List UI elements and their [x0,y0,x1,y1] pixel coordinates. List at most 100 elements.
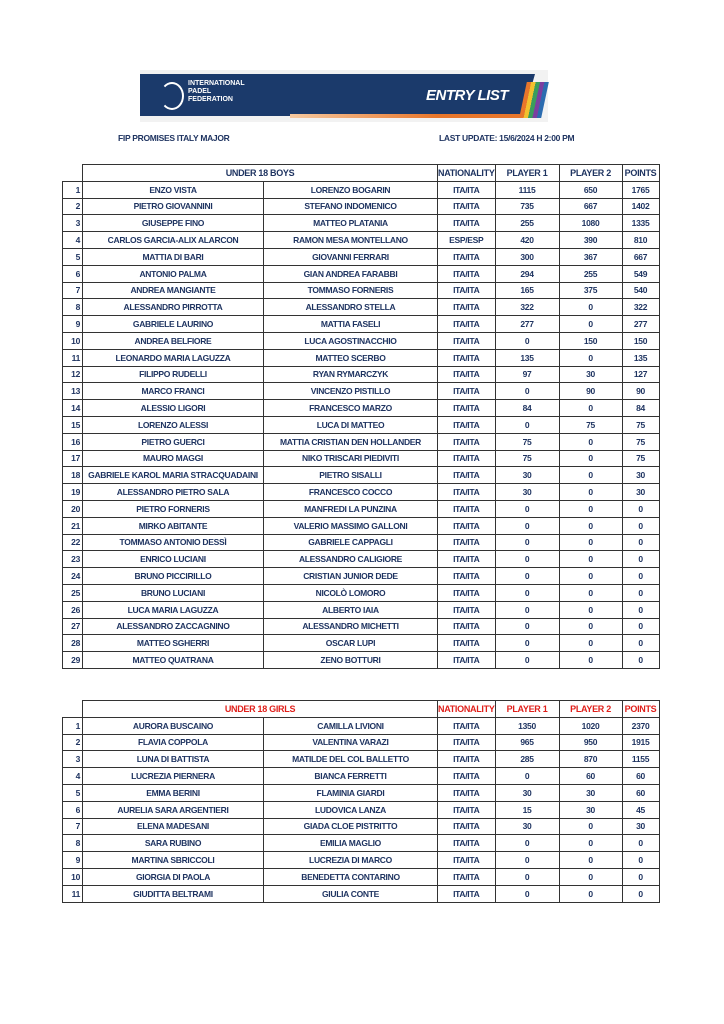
header-player1: PLAYER 1 [494,164,560,182]
player2-points: 60 [558,767,623,785]
player2-name: PIETRO SISALLI [263,466,438,485]
table-row: 26 LUCA MARIA LAGUZZA ALBERTO IAIA ITA/ITA 0… [62,600,660,619]
table-row: 7 ANDREA MANGIANTE TOMMASO FORNERIS ITA/ITA… [62,281,660,300]
total-points: 0 [621,583,660,602]
player1-name: ENZO VISTA [82,180,264,199]
header-row: UNDER 18 GIRLS NATIONALITY PLAYER 1 PLAYER … [62,700,660,718]
player1-name: GABRIELE KAROL MARIA STRACQUADAINI [82,466,264,485]
header-player1: PLAYER 1 [494,700,560,718]
player1-name: ELENA MADESANI [82,817,264,836]
player1-name: ALESSANDRO ZACCAGNINO [82,617,264,636]
player2-points: 0 [558,884,623,903]
player1-points: 1350 [494,716,560,735]
table-row: 3 LUNA DI BATTISTA MATILDE DEL COL BALLETT… [62,750,660,769]
player2-name: FLAMINIA GIARDI [263,783,438,802]
player1-name: PIETRO GIOVANNINI [82,197,264,216]
total-points: 0 [621,884,660,903]
player2-name: ALBERTO IAIA [263,600,438,619]
table-row: 5 EMMA BERINI FLAMINIA GIARDI ITA/ITA 30 30 60 [62,783,660,802]
rank: 7 [62,281,83,300]
total-points: 60 [621,767,660,785]
nationality: ITA/ITA [437,867,496,886]
rank: 9 [62,851,83,869]
player2-name: MATILDE DEL COL BALLETTO [263,750,438,769]
player1-points: 0 [494,567,560,585]
total-points: 30 [621,817,660,836]
player1-points: 97 [494,365,560,384]
player2-name: NICOLÒ LOMORO [263,583,438,602]
table-row: 9 GABRIELE LAURINO MATTIA FASELI ITA/ITA 277… [62,315,660,333]
total-points: 1915 [621,733,660,752]
table-row: 28 MATTEO SGHERRI OSCAR LUPI ITA/ITA 0 0 0 [62,634,660,653]
player1-points: 300 [494,247,560,266]
rank: 29 [62,651,83,669]
rank: 14 [62,399,83,417]
player1-name: GABRIELE LAURINO [82,315,264,333]
player2-points: 0 [558,851,623,869]
player1-points: 0 [494,651,560,669]
player2-name: ALESSANDRO MICHETTI [263,617,438,636]
total-points: 1402 [621,197,660,216]
player2-points: 0 [558,533,623,552]
rank: 2 [62,733,83,752]
player2-points: 0 [558,550,623,569]
table-row: 20 PIETRO FORNERIS MANFREDI LA PUNZINA ITA/… [62,499,660,518]
player1-points: 15 [494,800,560,819]
rank: 1 [62,716,83,735]
player2-points: 255 [558,264,623,283]
nationality: ITA/ITA [437,348,496,367]
player2-points: 0 [558,817,623,836]
table-row: 4 LUCREZIA PIERNERA BIANCA FERRETTI ITA/ITA… [62,767,660,785]
total-points: 127 [621,365,660,384]
total-points: 549 [621,264,660,283]
rank: 11 [62,884,83,903]
table-row: 8 ALESSANDRO PIRROTTA ALESSANDRO STELLA ITA… [62,298,660,317]
header-player2: PLAYER 2 [558,700,623,718]
player2-points: 950 [558,733,623,752]
nationality: ITA/ITA [437,399,496,417]
player1-name: MAURO MAGGI [82,449,264,468]
total-points: 322 [621,298,660,317]
total-points: 30 [621,483,660,501]
player1-name: MATTIA DI BARI [82,247,264,266]
doc-title: ENTRY LIST [426,87,508,104]
player2-name: VINCENZO PISTILLO [263,382,438,401]
table-row: 29 MATTEO QUATRANA ZENO BOTTURI ITA/ITA 0 0 0 [62,651,660,669]
rank: 5 [62,247,83,266]
player1-name: CARLOS GARCIA-ALIX ALARCON [82,231,264,249]
player1-points: 0 [494,516,560,535]
player1-name: PIETRO FORNERIS [82,499,264,518]
nationality: ITA/ITA [437,767,496,785]
player2-points: 0 [558,651,623,669]
player2-points: 0 [558,583,623,602]
player1-name: BRUNO LUCIANI [82,583,264,602]
player2-name: OSCAR LUPI [263,634,438,653]
total-points: 0 [621,651,660,669]
player1-name: LUCREZIA PIERNERA [82,767,264,785]
player1-name: ENRICO LUCIANI [82,550,264,569]
player2-points: 0 [558,567,623,585]
nationality: ITA/ITA [437,197,496,216]
table-row: 17 MAURO MAGGI NIKO TRISCARI PIEDIVITI ITA/… [62,449,660,468]
player2-name: GIOVANNI FERRARI [263,247,438,266]
player1-name: ALESSIO LIGORI [82,399,264,417]
rank: 9 [62,315,83,333]
player2-points: 0 [558,617,623,636]
player2-points: 0 [558,834,623,853]
nationality: ITA/ITA [437,432,496,451]
nationality: ITA/ITA [437,716,496,735]
player1-name: EMMA BERINI [82,783,264,802]
player1-name: MARCO FRANCI [82,382,264,401]
player2-points: 30 [558,783,623,802]
rank: 23 [62,550,83,569]
rank: 1 [62,180,83,199]
player1-points: 420 [494,231,560,249]
rank: 13 [62,382,83,401]
rank: 28 [62,634,83,653]
player2-name: TOMMASO FORNERIS [263,281,438,300]
player1-points: 277 [494,315,560,333]
nationality: ITA/ITA [437,499,496,518]
total-points: 0 [621,499,660,518]
player1-points: 75 [494,449,560,468]
nationality: ITA/ITA [437,783,496,802]
